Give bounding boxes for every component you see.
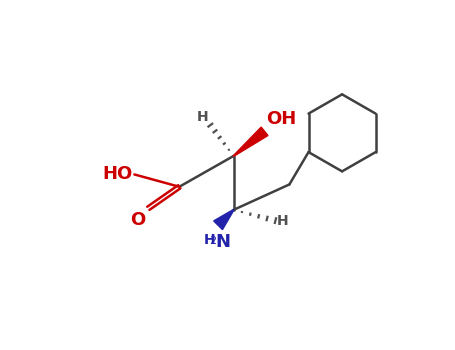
Text: 2: 2 <box>209 236 216 246</box>
Polygon shape <box>214 210 234 230</box>
Text: H: H <box>277 214 288 228</box>
Polygon shape <box>233 127 268 156</box>
Text: OH: OH <box>266 110 296 128</box>
Text: H: H <box>204 233 216 247</box>
Text: O: O <box>130 211 145 229</box>
Text: N: N <box>215 233 230 251</box>
Text: HO: HO <box>102 166 133 183</box>
Text: H: H <box>197 110 209 124</box>
